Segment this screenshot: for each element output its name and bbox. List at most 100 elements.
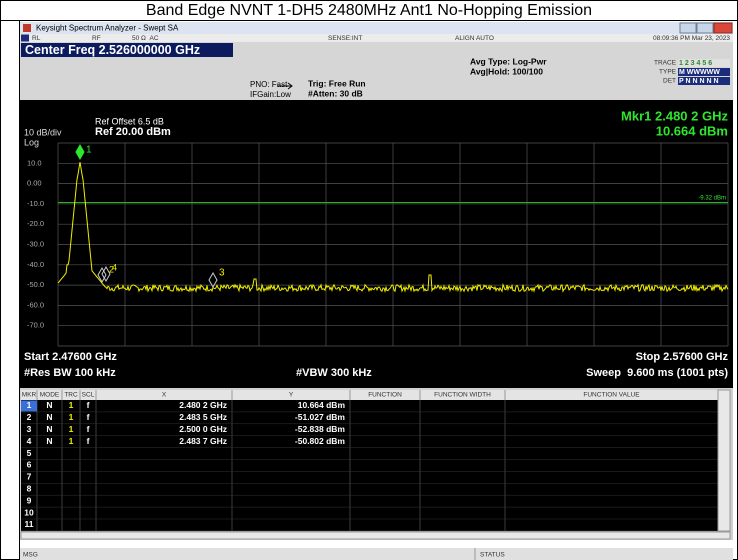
table-cell: -51.027 dBm [295, 412, 346, 422]
table-column-header: Y [289, 392, 294, 399]
table-column-header: MODE [40, 392, 60, 399]
marker-1 [75, 143, 85, 161]
y-tick-label: -30.0 [27, 239, 44, 248]
table-column-header: FUNCTION [368, 392, 402, 399]
table-cell: f [87, 412, 90, 422]
table-body [21, 400, 718, 531]
y-tick-label: -70.0 [27, 321, 44, 330]
y-tick-label: -60.0 [27, 300, 44, 309]
trig: Trig: Free Run [308, 78, 366, 88]
footer-bar [20, 548, 733, 560]
table-cell: 1 [69, 424, 74, 434]
sweep: Sweep 9.600 ms (1001 pts) [586, 367, 728, 379]
table-cell: -52.838 dBm [295, 424, 346, 434]
table-cell: N [46, 412, 52, 422]
app-icon [23, 24, 31, 32]
y-tick-label: -50.0 [27, 280, 44, 289]
marker-freq: Mkr1 2.480 2 GHz [621, 108, 728, 123]
window-title: Keysight Spectrum Analyzer - Swept SA [36, 24, 179, 33]
det-label: DET [663, 78, 676, 85]
rbw: #Res BW 100 kHz [24, 367, 116, 379]
ref-level: Ref 20.00 dBm [95, 126, 171, 138]
status-rf: RF [92, 35, 101, 42]
trigger-arrow [278, 82, 293, 90]
table-cell: 2.480 2 GHz [179, 400, 227, 410]
table-column-header: SCL [82, 392, 95, 399]
minimize-button[interactable] [679, 22, 697, 34]
table-cell: 3 [27, 424, 32, 434]
display-line-label: -9.32 dBm [698, 196, 726, 202]
status-rl: RL [32, 35, 41, 42]
y-tick-label: -10.0 [27, 199, 44, 208]
table-cell: 2.500 0 GHz [179, 424, 227, 434]
y-tick-label: 0.00 [27, 179, 42, 188]
type-label: TYPE [659, 69, 677, 76]
table-cell: -50.802 dBm [295, 436, 346, 446]
table-cell: 6 [27, 460, 32, 470]
table-cell: f [87, 436, 90, 446]
table-column-header: X [162, 392, 167, 399]
start-freq: Start 2.47600 GHz [24, 351, 117, 363]
table-cell: 1 [27, 400, 32, 410]
marker-4-label: 4 [112, 262, 117, 272]
table-cell: f [87, 400, 90, 410]
table-column-header: TRC [64, 392, 78, 399]
close-button[interactable] [713, 22, 733, 34]
marker-3-label: 3 [219, 268, 225, 279]
trace-value: 1 2 3 4 5 6 [679, 60, 712, 67]
vertical-scrollbar[interactable] [717, 389, 731, 532]
table-cell: f [87, 424, 90, 434]
marker-4 [101, 265, 111, 283]
table-cell: 1 [69, 412, 74, 422]
y-tick-label: -20.0 [27, 219, 44, 228]
ref-offset: Ref Offset 6.5 dB [95, 116, 164, 126]
stop-freq: Stop 2.57600 GHz [636, 351, 729, 363]
table-cell: 7 [27, 472, 32, 482]
table-cell: 1 [69, 400, 74, 410]
table-cell: 10.664 dBm [298, 400, 346, 410]
marker-2-label: 2 [109, 264, 114, 274]
det-value: P N N N N N [679, 78, 719, 85]
table-cell: 1 [69, 436, 74, 446]
table-cell: 2 [27, 412, 32, 422]
status-datetime: 08:09:36 PM Mar 23, 2023 [653, 35, 730, 42]
vbw: #VBW 300 kHz [296, 367, 372, 379]
table-cell: 5 [27, 448, 32, 458]
table-column-header: FUNCTION WIDTH [434, 392, 491, 399]
pno: PNO: Fast [250, 80, 288, 89]
trace-value-box [678, 59, 730, 67]
center-freq-box [21, 43, 233, 57]
ifgain: IFGain:Low [250, 90, 291, 99]
scale-type: Log [24, 137, 39, 147]
table-column-header: FUNCTION VALUE [583, 392, 640, 399]
page-title: Band Edge NVNT 1-DH5 2480MHz Ant1 No-Hop… [146, 2, 592, 19]
table-cell: 8 [27, 484, 32, 494]
marker-1-label: 1 [86, 145, 92, 156]
y-tick-label: 10.0 [27, 158, 42, 167]
table-cell: 4 [27, 436, 32, 446]
det-value-box [678, 77, 730, 85]
maximize-button[interactable] [696, 22, 714, 34]
atten: #Atten: 30 dB [308, 88, 363, 98]
status-impedance: 50 Ω AC [132, 35, 159, 42]
horizontal-scrollbar[interactable] [20, 531, 731, 540]
status-sense: SENSE:INT [328, 35, 362, 42]
type-value-box [678, 68, 730, 76]
marker-3 [208, 271, 218, 289]
center-freq: Center Freq 2.526000000 GHz [25, 43, 200, 57]
marker-level: 10.664 dBm [656, 123, 728, 138]
marker-2 [97, 266, 107, 284]
scale: 10 dB/div [24, 127, 62, 137]
trace [57, 162, 729, 293]
avg-hold: Avg|Hold: 100/100 [470, 66, 543, 76]
avg-type: Avg Type: Log-Pwr [470, 56, 547, 66]
table-cell: 2.483 7 GHz [179, 436, 227, 446]
table-header [21, 390, 718, 400]
table-cell: 2.483 5 GHz [179, 412, 227, 422]
selected-row-cell [21, 400, 37, 412]
status-row [20, 34, 733, 42]
graph-panel [20, 100, 733, 388]
table-cell: 9 [27, 495, 32, 505]
footer-status: STATUS [480, 552, 505, 559]
